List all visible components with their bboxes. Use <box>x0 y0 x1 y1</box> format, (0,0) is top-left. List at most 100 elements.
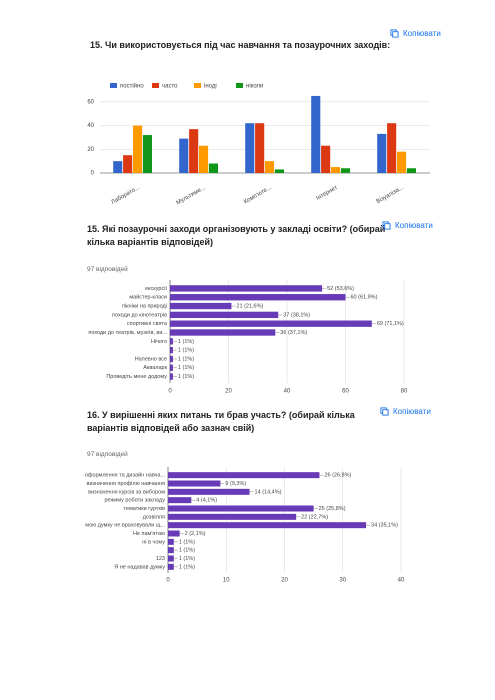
x-tick-label: Лаборато... <box>110 185 141 206</box>
y-tick-label: 123 <box>156 556 165 562</box>
legend-label: іноді <box>204 84 217 90</box>
chart-card: 15. Чи використовується під час навчання… <box>65 15 450 210</box>
x-tick-label: 60 <box>342 389 349 395</box>
bar <box>170 355 173 363</box>
copy-button[interactable]: Копіювати <box>390 29 441 38</box>
data-label: 69 (71,1%) <box>377 321 404 327</box>
data-label: 60 (61,9%) <box>351 295 378 301</box>
bar <box>208 163 219 173</box>
copy-icon <box>382 221 391 230</box>
data-label: 9 (9,3%) <box>225 481 246 487</box>
chart: 0 10 20 30 40 оформлення та дизайн навча... 26… <box>85 467 405 584</box>
x-tick-label: 40 <box>398 578 405 584</box>
y-tick-label: спортивні свята <box>127 321 168 327</box>
data-label: 25 (25,8%) <box>319 506 346 512</box>
data-label: 1 (1%) <box>178 339 194 345</box>
bar <box>133 125 143 173</box>
legend-label: ніколи <box>246 84 263 90</box>
x-tick-label: Візуаліза... <box>376 185 405 205</box>
chart-card: 16. У вирішенні яких питань ти брав учас… <box>62 405 457 590</box>
bar <box>168 472 320 479</box>
copy-icon <box>390 29 399 38</box>
bar <box>170 294 346 301</box>
y-tick-label: визначення курсів за вибором <box>88 489 165 495</box>
bar <box>113 161 123 173</box>
bar <box>245 123 255 173</box>
data-label: 1 (1%) <box>178 365 194 371</box>
y-tick-label: Напевно все <box>135 356 167 362</box>
chart-title: 15. Які позаурочні заходи організовують … <box>87 224 386 247</box>
data-label: 4 (4,1%) <box>196 498 217 504</box>
bar <box>168 530 180 537</box>
bar <box>331 167 341 173</box>
y-tick-label: Я не надавав думку <box>114 564 165 570</box>
copy-button[interactable]: Копіювати <box>380 407 431 416</box>
data-label: 37 (38,1%) <box>283 312 310 318</box>
x-tick-label: 30 <box>339 578 346 584</box>
copy-button[interactable]: Копіювати <box>382 221 433 230</box>
bar <box>168 513 297 520</box>
legend-swatch <box>110 83 117 88</box>
bar <box>168 563 174 570</box>
bar <box>168 538 174 545</box>
bar <box>168 497 192 504</box>
bar <box>168 522 367 529</box>
chart: 0 20 40 60 постійно часто іноді ніколи Лаборато.… <box>87 83 430 207</box>
bar <box>311 95 321 173</box>
x-tick-label: 80 <box>401 389 408 395</box>
y-tick-label: 60 <box>87 99 94 105</box>
y-tick-label: оформлення та дизайн навча... <box>85 472 166 479</box>
y-tick-label: тематики гуртків <box>123 506 165 512</box>
legend-label: постійно <box>120 83 144 90</box>
data-label: 1 (1%) <box>178 374 194 380</box>
y-tick-label: майстер-класи <box>129 294 167 301</box>
data-label: 1 (1%) <box>178 356 194 362</box>
bar <box>255 123 265 173</box>
copy-label: Копіювати <box>393 407 431 416</box>
y-tick-label: екскурсії <box>145 286 167 292</box>
x-tick-label: Комп'юте... <box>243 185 273 206</box>
x-tick-label: 10 <box>223 578 230 584</box>
bar <box>142 135 153 173</box>
y-tick-label: Акваларк <box>143 365 167 371</box>
y-tick-label: Проведіть мене додому <box>106 374 167 380</box>
bar <box>387 123 397 173</box>
y-tick-label: 0 <box>91 171 95 177</box>
copy-label: Копіювати <box>403 29 441 38</box>
x-tick-label: 0 <box>166 578 170 584</box>
x-tick-label: 0 <box>168 389 172 395</box>
y-tick-label: ні в чому <box>142 539 165 545</box>
bar <box>168 555 174 562</box>
data-label: 2 (2,1%) <box>185 531 206 537</box>
bar <box>170 302 232 310</box>
y-tick-label: Нічого <box>151 339 167 345</box>
data-label: 36 (37,1%) <box>280 330 307 336</box>
data-label: 1 (1%) <box>179 539 195 545</box>
response-count: 97 відповідей <box>87 451 128 458</box>
data-label: 21 (21,6%) <box>236 303 263 309</box>
bar <box>170 346 173 354</box>
data-label: 22 (22,7%) <box>301 514 328 520</box>
chart-title: 16. У вирішенні яких питань ти брав учас… <box>87 410 355 433</box>
x-tick-label: 20 <box>225 389 232 395</box>
bar <box>123 155 133 173</box>
data-label: 1 (1%) <box>179 548 195 554</box>
bar <box>189 129 199 173</box>
legend-swatch <box>152 83 159 88</box>
data-label: 1 (1%) <box>179 564 195 570</box>
legend-label: часто <box>162 84 178 90</box>
y-tick-label: 40 <box>87 123 94 129</box>
bar <box>397 151 407 173</box>
x-tick-label: Мультиме... <box>176 185 208 207</box>
bar <box>199 145 209 173</box>
copy-icon <box>380 407 389 416</box>
data-label: 1 (1%) <box>179 556 195 562</box>
bar <box>168 547 174 554</box>
bar <box>170 285 323 292</box>
chart-card: 15. Які позаурочні заходи організовують … <box>62 215 457 395</box>
y-tick-label: визначення профілю навчання <box>87 481 165 487</box>
data-label: 1 (1%) <box>178 348 194 354</box>
bar <box>179 138 189 173</box>
response-count: 97 відповідей <box>87 266 128 273</box>
bar <box>170 338 173 345</box>
